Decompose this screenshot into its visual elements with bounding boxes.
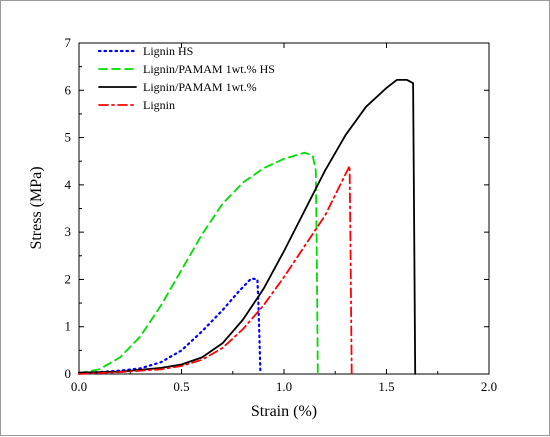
y-tick-label: 0: [65, 366, 72, 381]
y-tick-label: 1: [65, 319, 72, 334]
series-layer: [77, 79, 417, 376]
y-tick-label: 5: [65, 130, 72, 145]
legend-label: Lignin/PAMAM 1wt.% HS: [143, 62, 275, 76]
x-tick-label: 0.0: [71, 379, 87, 394]
y-tick-label: 3: [65, 224, 72, 239]
y-tick-label: 7: [65, 35, 72, 50]
legend-label: Lignin: [143, 98, 175, 112]
y-tick-label: 6: [65, 82, 72, 97]
series-line-1: [77, 277, 262, 376]
series-line-4: [78, 165, 353, 375]
x-axis: 0.0 0.5 1.0 1.5 2.0: [71, 43, 497, 394]
y-tick-label: 4: [65, 177, 72, 192]
legend-label: Lignin HS: [143, 44, 193, 58]
legend: Lignin HS Lignin/PAMAM 1wt.% HS Lignin/PAM…: [97, 44, 275, 112]
x-tick-label: 1.0: [276, 379, 292, 394]
legend-label: Lignin/PAMAM 1wt.%: [143, 80, 257, 94]
y-axis-label: Stress (MPa): [28, 166, 45, 249]
x-tick-label: 0.5: [173, 379, 189, 394]
plot-area-border: [78, 42, 490, 375]
y-tick-label: 2: [65, 271, 72, 286]
y-axis: 0 1 2 3 4 5 6 7: [65, 35, 489, 381]
series-line-2: [78, 151, 319, 375]
x-axis-label: Strain (%): [251, 403, 317, 420]
x-tick-label: 1.5: [378, 379, 394, 394]
x-tick-label: 2.0: [481, 379, 497, 394]
series-line-3: [78, 79, 417, 375]
